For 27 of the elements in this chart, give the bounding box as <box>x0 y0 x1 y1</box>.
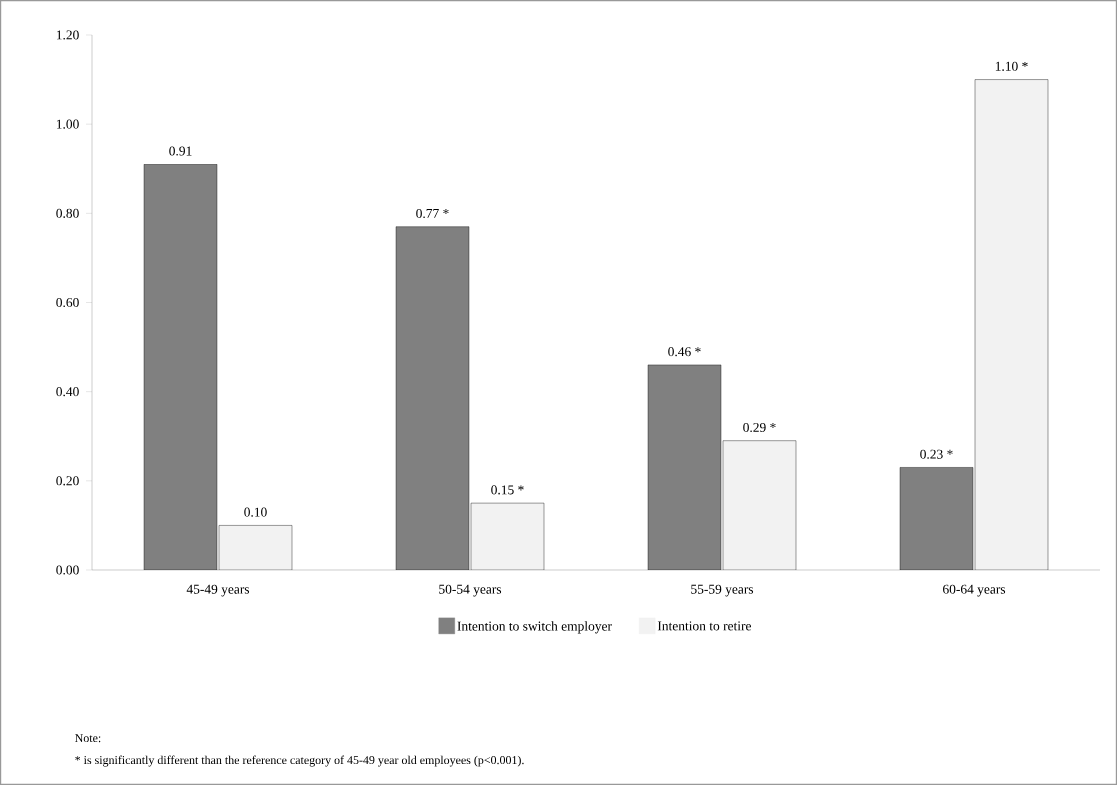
data-label: 1.10 * <box>995 61 1028 71</box>
text: * is significantly different than the reference category of 45-49 year old employees (p<0.001). <box>75 755 524 767</box>
legend-label: Intention to switch employer <box>457 621 612 634</box>
bar <box>974 79 1049 570</box>
data-label: 0.10 <box>244 507 267 517</box>
legend-label: Intention to retire <box>657 621 751 631</box>
y-tick-label: 0.20 <box>56 476 79 486</box>
data-label: 0.46 * <box>668 347 701 357</box>
text: Note: <box>75 734 101 743</box>
bar <box>218 525 293 570</box>
x-tick-label: 45-49 years <box>186 584 250 597</box>
data-label: 0.23 * <box>920 449 953 459</box>
y-tick-label: 0.00 <box>56 565 79 575</box>
x-tick-label: 55-59 years <box>691 584 754 597</box>
bar <box>722 440 797 570</box>
y-tick-label: 0.40 <box>56 387 79 397</box>
data-label: 0.91 <box>169 146 192 156</box>
x-tick-label: 60-64 years <box>943 584 1006 597</box>
x-tick-label: 50-54 years <box>439 584 502 597</box>
y-tick-label: 1.00 <box>56 119 79 129</box>
data-label: 0.77 * <box>416 208 449 219</box>
bar <box>470 502 545 570</box>
data-label: 0.29 * <box>743 422 776 433</box>
y-tick-label: 0.80 <box>56 208 79 218</box>
y-tick-label: 0.60 <box>56 297 79 308</box>
y-tick-label: 1.20 <box>56 30 79 40</box>
data-label: 0.15 * <box>491 485 524 495</box>
